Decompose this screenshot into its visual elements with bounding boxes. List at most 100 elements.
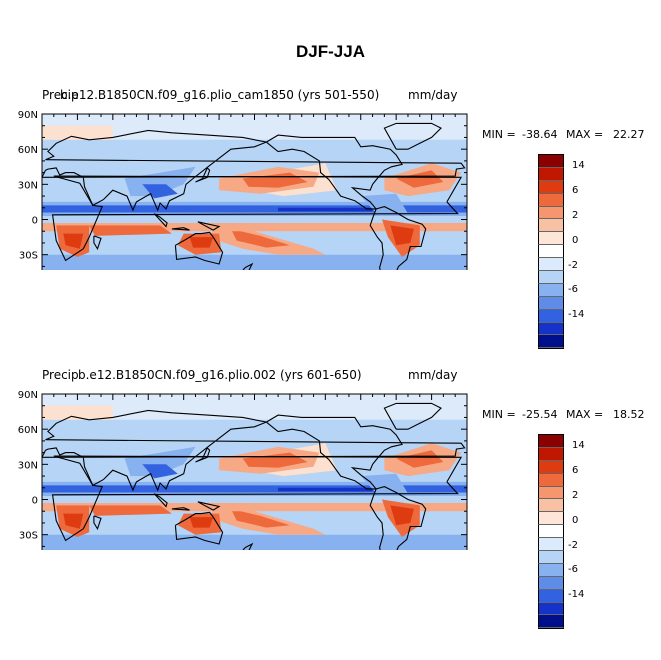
coastline bbox=[41, 129, 466, 212]
precip-contour-fill bbox=[63, 513, 84, 529]
colorbar-cell bbox=[538, 193, 564, 207]
coastline bbox=[195, 166, 211, 183]
precip-contour-fill bbox=[396, 450, 444, 468]
precip-contour-fill bbox=[278, 207, 373, 212]
lat-tick-label: 60N bbox=[18, 425, 38, 436]
colorbar-cell bbox=[538, 206, 564, 220]
coastline bbox=[174, 231, 224, 265]
precip-contour-fill bbox=[360, 193, 408, 216]
colorbar-tick-label: -14 bbox=[568, 589, 585, 601]
colorbar-tick-label: 2 bbox=[572, 490, 579, 501]
coastline bbox=[197, 501, 221, 511]
colorbar-tick-label: 2 bbox=[572, 210, 579, 221]
coastline bbox=[174, 511, 224, 545]
coastline bbox=[195, 446, 211, 463]
coastline bbox=[369, 206, 427, 270]
coastline bbox=[93, 235, 102, 251]
colorbar-tick-label: 6 bbox=[572, 185, 579, 197]
lat-tick-label: 30N bbox=[18, 460, 38, 471]
colorbar-cell bbox=[538, 309, 564, 323]
colorbar-tick-label: -2 bbox=[568, 259, 578, 271]
colorbar-cell bbox=[538, 615, 564, 629]
precip-map: 90N60N30N030S60S90S030E60E90E120E150E180… bbox=[18, 390, 468, 550]
coastline bbox=[383, 402, 442, 430]
colorbar-cell bbox=[538, 563, 564, 577]
lat-tick-label: 90N bbox=[18, 390, 38, 401]
colorbar-cell bbox=[538, 551, 564, 564]
precip-contour-fill bbox=[124, 446, 196, 477]
colorbar-cell bbox=[538, 283, 564, 297]
coastline bbox=[153, 493, 168, 508]
precip-contour-fill bbox=[390, 225, 414, 246]
colorbar-tick-label: 0 bbox=[572, 514, 579, 526]
coastline bbox=[171, 507, 190, 511]
colorbar-tick-label: 0 bbox=[572, 234, 579, 246]
panel-left-title: Precip bbox=[42, 88, 79, 102]
lat-tick-label: 30S bbox=[19, 531, 38, 542]
figure-title: DJF-JJA bbox=[296, 42, 365, 61]
lat-tick-label: 30N bbox=[18, 180, 38, 191]
colorbar-boxes bbox=[538, 154, 564, 350]
coastline bbox=[51, 175, 463, 262]
coastline bbox=[153, 213, 168, 228]
colorbar-tick-label: -6 bbox=[568, 564, 578, 576]
stat-min-label: MIN = bbox=[482, 128, 516, 141]
colorbar-cell bbox=[538, 447, 564, 461]
precip-contour-fill bbox=[189, 517, 214, 528]
precip-contour-fill bbox=[278, 487, 373, 492]
colorbar-boxes bbox=[538, 434, 564, 630]
precip-contour-fill bbox=[42, 125, 113, 140]
precip-contour-fill bbox=[124, 166, 196, 197]
coastline bbox=[383, 122, 442, 150]
colorbar-cell bbox=[538, 219, 564, 233]
coastline bbox=[171, 227, 190, 231]
colorbar bbox=[538, 154, 564, 350]
panel-top: Precip b.e12.B1850CN.f09_g16.plio_cam185… bbox=[0, 0, 661, 350]
lat-tick-label: 0 bbox=[32, 496, 38, 507]
precip-contour-fill bbox=[42, 254, 467, 270]
lat-tick-label: 0 bbox=[32, 216, 38, 227]
precip-contour-fill bbox=[230, 228, 290, 248]
precip-map: 90N60N30N030S60S90S030E60E90E120E150E180… bbox=[18, 110, 468, 270]
coastline bbox=[242, 262, 254, 270]
stat-max-value: 18.52 bbox=[613, 408, 645, 421]
coastline bbox=[41, 409, 466, 492]
precip-contour-fill bbox=[42, 534, 467, 550]
precip-contour-fill bbox=[390, 505, 414, 526]
stat-max-label: MAX = bbox=[566, 128, 604, 141]
colorbar-tick-label: -6 bbox=[568, 284, 578, 296]
stat-max-value: 22.27 bbox=[613, 128, 645, 141]
panel-bottom: Precip b.e12.B1850CN.f09_g16.plio.002 (y… bbox=[0, 280, 661, 630]
colorbar-cell bbox=[538, 460, 564, 474]
panel-center-title: b.e12.B1850CN.f09_g16.plio_cam1850 (yrs … bbox=[60, 88, 380, 102]
panel-left-title: Precip bbox=[42, 368, 79, 382]
precip-contour-fill bbox=[42, 405, 113, 420]
precip-contour-fill bbox=[142, 464, 178, 479]
coastline bbox=[265, 414, 403, 490]
colorbar-cell bbox=[538, 525, 564, 539]
colorbar-cell bbox=[538, 322, 564, 336]
coastline bbox=[369, 486, 427, 550]
panel-center-title: b.e12.B1850CN.f09_g16.plio.002 (yrs 601-… bbox=[78, 368, 362, 382]
colorbar-cell bbox=[538, 232, 564, 246]
colorbar-tick-label: 14 bbox=[572, 160, 585, 172]
colorbar-cell bbox=[538, 473, 564, 487]
precip-contour-fill bbox=[230, 508, 290, 528]
colorbar-tick-label: -2 bbox=[568, 539, 578, 551]
colorbar-cell bbox=[538, 335, 564, 349]
precip-contour-fill bbox=[142, 184, 178, 199]
stat-min-value: -38.64 bbox=[522, 128, 558, 141]
colorbar bbox=[538, 434, 564, 630]
colorbar-cell bbox=[538, 180, 564, 194]
stat-min-label: MIN = bbox=[482, 408, 516, 421]
precip-contour-fill bbox=[89, 225, 172, 236]
precip-contour-fill bbox=[360, 473, 408, 496]
lat-tick-label: 60N bbox=[18, 145, 38, 156]
colorbar-tick-label: 14 bbox=[572, 440, 585, 452]
colorbar-cell bbox=[538, 486, 564, 500]
colorbar-cell bbox=[538, 512, 564, 526]
colorbar-cell bbox=[538, 538, 564, 552]
stat-min-value: -25.54 bbox=[522, 408, 558, 421]
precip-contour-fill bbox=[189, 237, 214, 248]
colorbar-cell bbox=[538, 167, 564, 181]
